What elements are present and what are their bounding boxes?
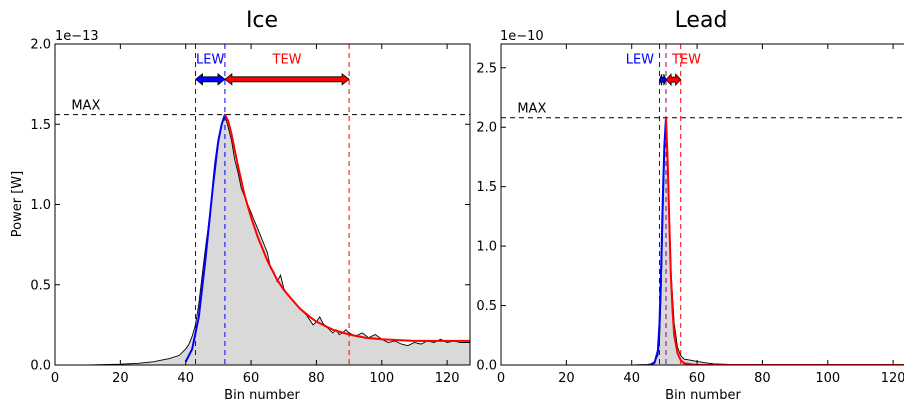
- lead-axes-frame: [500, 43, 904, 366]
- lead-tew-label: TEW: [671, 53, 701, 68]
- ice-max-label: MAX: [71, 99, 100, 114]
- lead-y-tick-label: 2.0: [476, 121, 497, 136]
- ice-y-tick-label: 1.0: [30, 198, 51, 213]
- lead-y-tick-label: 0.5: [476, 299, 497, 314]
- ice-trailing-edge-fit-line: [224, 114, 470, 342]
- lead-waveform-line: [501, 117, 904, 365]
- lead-x-tick-label: 60: [689, 371, 706, 386]
- lead-x-ticks: 0 20 40 60 80 100 120: [497, 44, 904, 386]
- lead-tew-arrow: [665, 73, 682, 87]
- lead-y-tick-label: 1.0: [476, 240, 497, 255]
- lead-lew-label: LEW: [626, 53, 654, 68]
- lead-x-tick-label: 100: [815, 371, 840, 386]
- lead-x-tick-label: 0: [497, 371, 505, 386]
- lead-trailing-edge-fit-line: [665, 117, 904, 365]
- lead-waveform-fill: [501, 117, 904, 365]
- lead-x-tick-label: 80: [754, 371, 771, 386]
- ice-x-ticks: 0 20 40 60 80 100 120: [51, 44, 460, 386]
- ice-chart-panel: Ice 1e−13 LEW TEW MAX 0 20 40 60 80 100 120 0.…: [10, 8, 471, 403]
- ice-tew-label: TEW: [272, 52, 302, 67]
- ice-waveform-fill: [55, 114, 470, 365]
- lead-chart-panel: Lead 1e−10 LEW TEW MAX 0 20 40 60 80 100 120 0…: [476, 8, 904, 403]
- ice-y-tick-label: 2.0: [30, 38, 51, 53]
- ice-lew-label: LEW: [196, 52, 224, 67]
- lead-y-tick-label: 2.5: [476, 61, 497, 76]
- ice-lew-arrow: [194, 72, 226, 86]
- ice-offset-text: 1e−13: [55, 29, 99, 44]
- ice-y-tick-label: 0.5: [30, 278, 51, 293]
- lead-lew-arrow: [659, 74, 667, 86]
- lead-chart-title: Lead: [675, 8, 728, 33]
- ice-leading-edge-fit-line: [184, 114, 226, 363]
- ice-x-tick-label: 20: [112, 371, 129, 386]
- lead-max-label: MAX: [517, 102, 546, 117]
- lead-plot-area: [501, 44, 904, 365]
- ice-x-tick-label: 80: [308, 371, 325, 386]
- ice-y-tick-label: 1.5: [30, 118, 51, 133]
- lead-y-ticks: 0.0 0.5 1.0 1.5 2.0 2.5: [476, 61, 506, 374]
- ice-x-axis-label: Bin number: [224, 388, 300, 403]
- ice-x-tick-label: 120: [435, 371, 460, 386]
- lead-y-tick-label: 0.0: [476, 359, 497, 374]
- lead-offset-text: 1e−10: [500, 29, 544, 44]
- ice-chart-title: Ice: [246, 8, 278, 33]
- ice-x-tick-label: 0: [51, 371, 59, 386]
- ice-tew-arrow: [224, 72, 350, 86]
- ice-x-tick-label: 40: [177, 371, 194, 386]
- lead-x-axis-label: Bin number: [665, 388, 741, 403]
- lead-leading-edge-fit-line: [650, 117, 667, 365]
- ice-x-tick-label: 100: [369, 371, 394, 386]
- lead-y-tick-label: 1.5: [476, 180, 497, 195]
- ice-x-tick-label: 60: [243, 371, 260, 386]
- ice-y-axis-label: Power [W]: [10, 171, 25, 237]
- lead-x-tick-label: 40: [623, 371, 640, 386]
- lead-x-tick-label: 20: [558, 371, 575, 386]
- ice-y-tick-label: 0.0: [30, 359, 51, 374]
- ice-plot-area: [55, 44, 470, 365]
- ice-y-ticks: 0.0 0.5 1.0 1.5 2.0: [30, 38, 470, 374]
- lead-x-tick-label: 120: [881, 371, 904, 386]
